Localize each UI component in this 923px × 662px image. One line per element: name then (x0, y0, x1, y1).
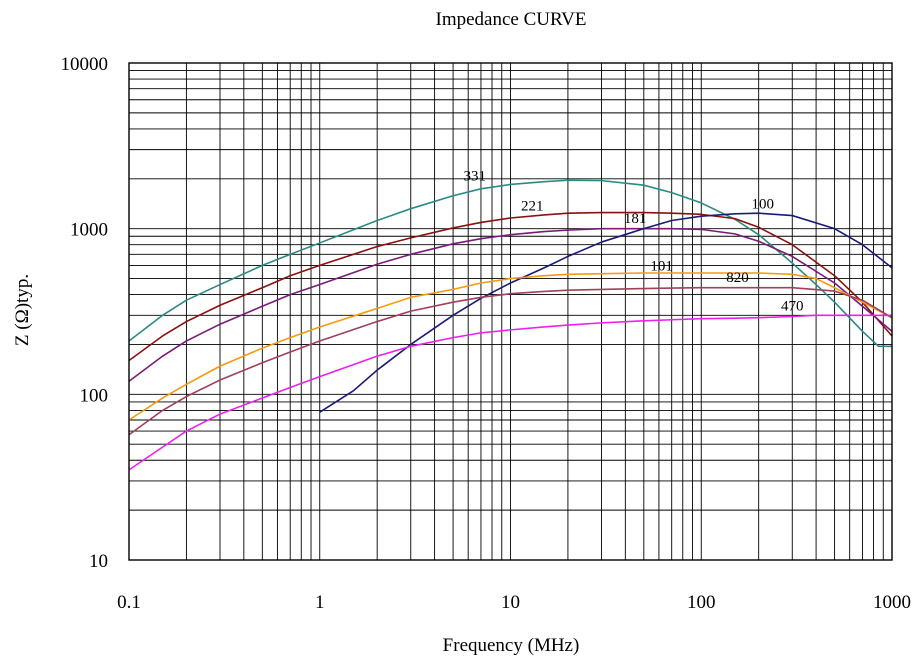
series-label-820: 820 (726, 270, 749, 286)
x-tick-label: 0.1 (117, 592, 141, 613)
x-axis-label: Frequency (MHz) (443, 635, 580, 656)
plot-frame (128, 62, 893, 561)
series-line-331 (128, 179, 892, 348)
x-tick-label: 10 (501, 592, 520, 613)
x-tick-label: 100 (687, 592, 716, 613)
series-line-100 (319, 212, 893, 413)
series-label-100: 100 (751, 197, 774, 213)
y-tick-labels: 10 100 1000 10000 (61, 54, 109, 572)
y-tick-label: 1000 (70, 220, 108, 241)
x-tick-label: 1000 (873, 592, 911, 613)
series-label-331: 331 (464, 168, 487, 184)
curve-labels: 331 221 181 100 101 820 470 (464, 168, 804, 314)
y-tick-label: 100 (80, 385, 109, 406)
series-label-101: 101 (650, 258, 673, 274)
series-line-101 (128, 272, 893, 421)
y-axis-label: Z (Ω)typ. (12, 274, 33, 346)
y-tick-label: 10 (89, 551, 108, 572)
series-line-820 (128, 286, 893, 436)
curves (128, 179, 893, 471)
grid (129, 63, 892, 560)
x-tick-labels: 0.1 1 10 100 1000 (117, 592, 911, 613)
series-label-470: 470 (781, 299, 804, 315)
x-tick-label: 1 (315, 592, 325, 613)
series-line-221 (128, 211, 893, 362)
series-label-181: 181 (624, 211, 647, 227)
series-line-470 (128, 314, 892, 471)
series-label-221: 221 (521, 198, 544, 214)
chart-title: Impedance CURVE (436, 9, 587, 30)
y-tick-label: 10000 (61, 54, 109, 75)
series-line-181 (128, 227, 893, 382)
